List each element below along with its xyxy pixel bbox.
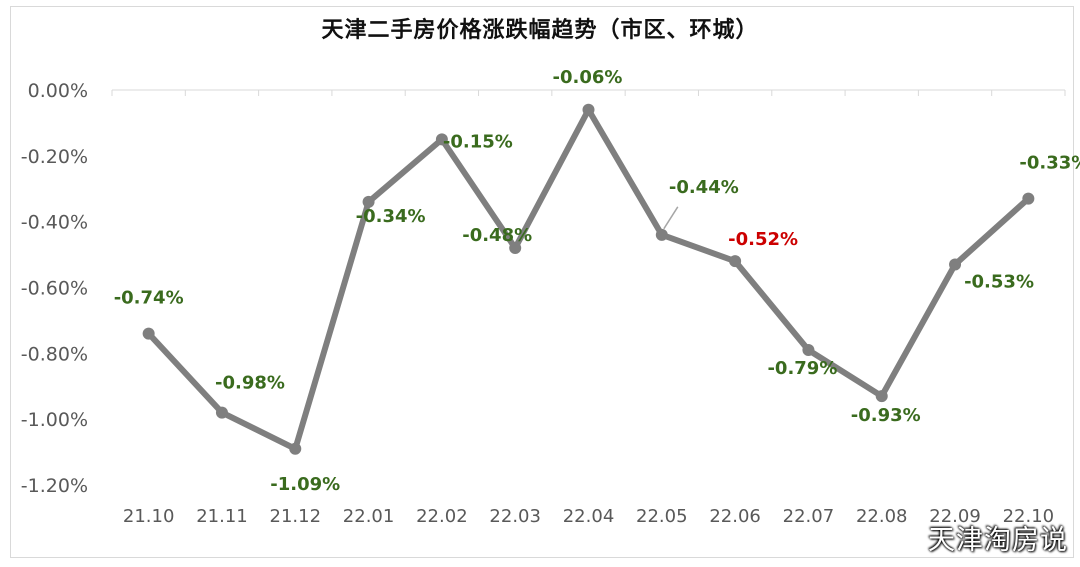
data-label: -0.74% — [114, 288, 184, 309]
data-point — [582, 103, 595, 116]
x-tick-label: 21.11 — [196, 506, 248, 527]
x-tick-label: 22.08 — [856, 506, 908, 527]
data-point — [435, 133, 448, 146]
x-tick-label: 22.05 — [636, 506, 688, 527]
x-tick-label: 22.06 — [709, 506, 761, 527]
x-tick-label: 22.10 — [1003, 506, 1055, 527]
y-tick-label: -1.20% — [21, 475, 88, 497]
y-tick-label: -0.60% — [21, 278, 88, 300]
data-label: -1.09% — [270, 474, 340, 495]
data-label: -0.79% — [767, 358, 837, 379]
y-tick-label: -0.80% — [21, 343, 88, 365]
data-point — [1022, 192, 1035, 205]
y-tick-label: -1.00% — [21, 409, 88, 431]
y-tick-label: 0.00% — [28, 80, 88, 102]
x-tick-label: 22.07 — [783, 506, 835, 527]
x-tick-label: 22.02 — [416, 506, 468, 527]
data-label: -0.98% — [215, 373, 285, 394]
data-point — [729, 255, 742, 268]
x-tick-label: 22.01 — [343, 506, 395, 527]
data-label: -0.34% — [356, 206, 426, 227]
data-point — [362, 195, 375, 208]
label-leader-line — [663, 206, 679, 230]
data-point — [142, 327, 155, 340]
y-tick-label: -0.20% — [21, 146, 88, 168]
x-tick-label: 21.10 — [123, 506, 175, 527]
data-point — [802, 344, 815, 357]
x-tick-label: 22.09 — [929, 506, 981, 527]
series-line — [145, 106, 1032, 452]
x-tick-label: 21.12 — [270, 506, 322, 527]
data-label: -0.15% — [443, 131, 513, 152]
data-label: -0.48% — [462, 225, 532, 246]
data-label: -0.53% — [964, 271, 1034, 292]
data-label: -0.33% — [1019, 153, 1080, 174]
data-point — [509, 242, 522, 254]
data-point — [289, 442, 302, 455]
watermark: 天津淘房说 — [928, 525, 1068, 556]
data-point — [949, 258, 962, 271]
chart-title: 天津二手房价格涨跌幅趋势（市区、环城） — [321, 18, 759, 43]
data-point — [875, 390, 888, 403]
data-label: -0.93% — [851, 405, 921, 426]
x-tick-label: 22.04 — [563, 506, 615, 527]
data-point — [215, 406, 228, 419]
x-tick-label: 22.03 — [489, 506, 541, 527]
data-label: -0.06% — [553, 67, 623, 88]
data-label: -0.44% — [669, 177, 739, 198]
y-tick-label: -0.40% — [21, 212, 88, 234]
data-label: -0.52% — [728, 229, 798, 250]
data-point — [655, 228, 668, 241]
chart-frame — [10, 6, 1074, 558]
